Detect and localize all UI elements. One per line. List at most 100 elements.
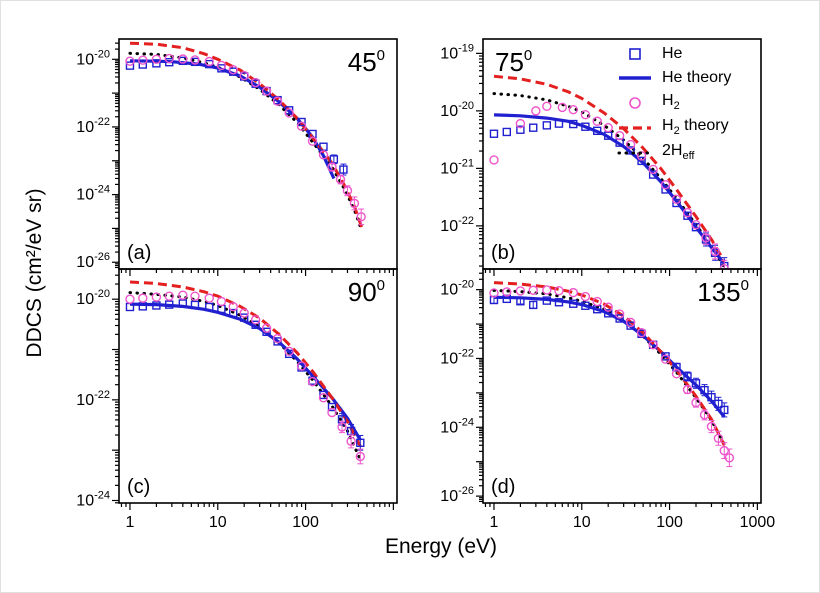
h2-data-marker	[178, 290, 188, 300]
he-theory-line	[129, 302, 362, 441]
legend: He He theory H2 H2 theory 2Heff	[617, 45, 731, 163]
h2-data-marker	[682, 207, 693, 218]
he-data-marker	[720, 405, 729, 415]
h2-data-marker	[557, 102, 567, 113]
he-data-marker	[672, 198, 681, 208]
h2-data-marker	[648, 340, 658, 350]
x-tick-label: 10	[209, 514, 227, 531]
y-tick-label: 10-20	[76, 288, 110, 308]
h2-data-marker	[682, 384, 693, 395]
legend-label: H2 theory	[662, 117, 729, 138]
h2-data-marker	[515, 286, 526, 296]
he-data-marker	[165, 300, 174, 309]
y-axis-label: DDCS (cm²/eV sr)	[23, 188, 46, 358]
y-tick-label: 10-24	[440, 416, 474, 436]
he-data-marker	[327, 402, 337, 412]
x-tick-label: 1	[490, 514, 499, 531]
h2-data-marker	[701, 233, 711, 243]
y-tick-label: 10-26	[440, 485, 474, 505]
h2-data-marker	[261, 86, 272, 96]
h2-data-marker	[531, 106, 541, 116]
he-data-marker	[554, 119, 564, 128]
h2-data-marker	[542, 101, 552, 112]
panel-d-plot: 1 10 100 1000 10-20 10-22 10-24 10-26 (d) 1350	[440, 268, 775, 531]
h2-data-marker	[568, 104, 578, 115]
y-tick-label: 10-19	[440, 42, 474, 62]
h2-data-marker	[125, 56, 135, 66]
y-tick-label: 10-20	[76, 48, 110, 68]
h2-data-marker	[691, 397, 701, 408]
h2-data-marker	[568, 287, 578, 298]
he-data-marker	[125, 61, 135, 70]
legend-item-0: He	[617, 45, 731, 63]
he-data-marker	[516, 297, 525, 306]
h2-data-marker	[178, 54, 188, 64]
panel-c-plot: 1 10 100 10-20 10-22 10-24 (c) 900	[76, 268, 398, 531]
h2-data-marker	[337, 422, 347, 432]
he-data-marker	[339, 165, 348, 174]
h2-data-marker	[502, 287, 512, 297]
h2-data-marker	[603, 302, 613, 312]
h2-data-marker	[239, 308, 249, 318]
legend-item-1: He theory	[617, 69, 731, 87]
h2-data-marker	[614, 309, 625, 319]
panel-d-letter: (d)	[491, 476, 515, 498]
he-data-marker	[152, 59, 161, 68]
legend-label: He theory	[662, 69, 732, 86]
h2-data-marker	[190, 291, 200, 301]
he-data-marker	[529, 300, 538, 310]
h2-data-marker	[580, 291, 591, 302]
he-data-marker	[178, 299, 188, 308]
he-data-marker	[569, 299, 578, 308]
h2-data-marker	[335, 174, 346, 185]
he-data-marker	[138, 60, 147, 69]
he-data-marker	[529, 123, 538, 132]
y-tick-label: 10-22	[440, 215, 474, 235]
he-data-marker	[239, 313, 249, 322]
he-data-marker	[626, 146, 635, 155]
h2-data-marker	[228, 301, 238, 312]
he-data-marker	[138, 302, 147, 311]
he-data-marker	[672, 362, 681, 372]
h2-data-marker	[346, 436, 356, 446]
h2-data-marker	[625, 317, 636, 328]
h2-data-marker	[307, 136, 318, 146]
legend-label: 2Heff	[662, 142, 695, 163]
he-theory-line	[493, 295, 726, 418]
he-data-marker	[593, 126, 602, 136]
h2-data-marker	[489, 155, 499, 165]
legend-label: He	[662, 45, 683, 62]
h2-data-marker	[164, 291, 174, 301]
x-tick-label: 1	[126, 514, 135, 531]
panel-d-angle-label: 1350	[697, 277, 749, 307]
h2-data-marker	[216, 60, 227, 71]
h2-data-marker	[603, 122, 613, 133]
legend-label: H2	[662, 92, 680, 113]
h2-data-marker	[250, 77, 261, 88]
he-data-marker	[516, 125, 525, 134]
h2-theory-line	[493, 281, 726, 446]
y-tick-label: 10-22	[440, 347, 474, 367]
panel-b-angle-label: 750	[495, 47, 532, 77]
he-data-marker	[542, 121, 552, 130]
he-data-marker	[661, 185, 670, 194]
h2-data-marker	[138, 55, 148, 65]
h2-data-marker	[660, 180, 671, 190]
he-data-marker	[205, 302, 214, 312]
h2-data-marker	[284, 346, 294, 357]
h2-data-marker	[327, 407, 337, 418]
h2-data-marker	[138, 293, 148, 303]
he-data-marker	[502, 127, 511, 137]
x-axis-label: Energy (eV)	[384, 535, 498, 558]
y-tick-label: 10-20	[440, 100, 474, 120]
h2-data-marker	[699, 410, 710, 420]
h2-data-marker	[719, 445, 729, 456]
panel-c-letter: (c)	[127, 476, 150, 498]
y-tick-label: 10-21	[440, 157, 474, 177]
h2-data-marker	[489, 288, 499, 298]
he-data-marker	[489, 129, 499, 138]
panel-c-angle-label: 900	[348, 277, 385, 307]
h2-data-marker	[528, 285, 538, 295]
h2-data-marker	[648, 164, 658, 175]
h2-data-marker	[554, 286, 564, 296]
